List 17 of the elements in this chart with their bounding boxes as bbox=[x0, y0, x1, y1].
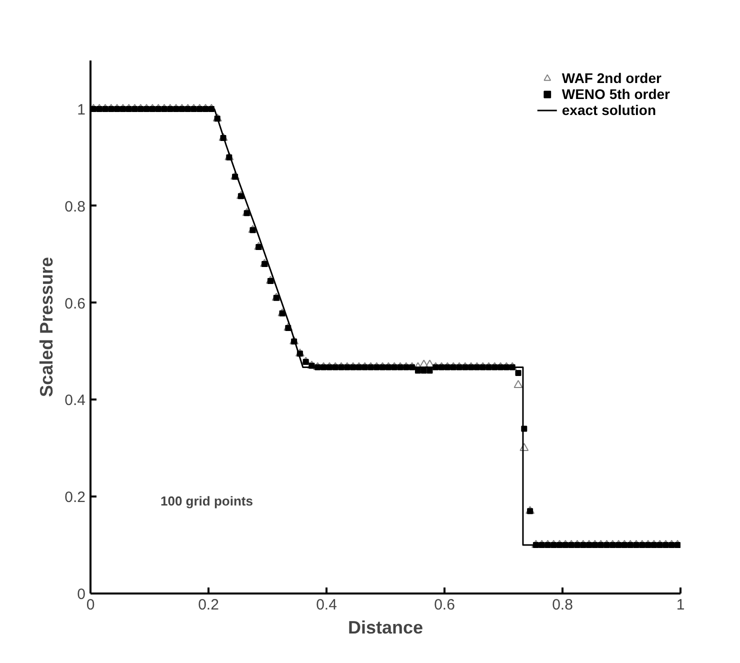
y-axis-title: Scaled Pressure bbox=[36, 256, 57, 398]
x-tick-label: 0.4 bbox=[316, 596, 337, 614]
y-tick-label: 0.8 bbox=[64, 198, 86, 216]
y-tick-label: 0.4 bbox=[64, 392, 86, 410]
legend-label: WENO 5th order bbox=[562, 86, 670, 102]
legend-label: exact solution bbox=[562, 102, 656, 118]
y-tick-label: 1 bbox=[77, 101, 86, 118]
x-tick-label: 0.6 bbox=[434, 596, 455, 614]
y-tick-label: 0.2 bbox=[64, 489, 86, 506]
y-tick-label: 0 bbox=[77, 586, 86, 603]
x-tick-label: 0.2 bbox=[198, 596, 219, 614]
annotation: 100 grid points bbox=[160, 494, 253, 508]
x-axis-title: Distance bbox=[348, 618, 424, 638]
x-tick-label: 0.8 bbox=[552, 596, 573, 614]
legend-label: WAF 2nd order bbox=[562, 70, 662, 86]
y-tick-label: 0.6 bbox=[64, 295, 86, 312]
x-tick-label: 1 bbox=[676, 596, 685, 614]
